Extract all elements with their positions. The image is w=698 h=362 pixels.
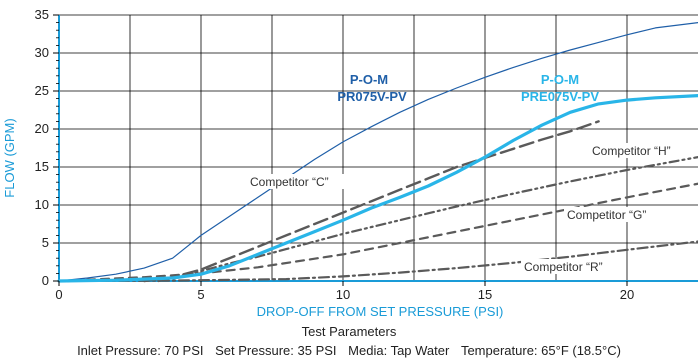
y-tick-label: 0 — [42, 273, 49, 288]
y-tick-label: 10 — [35, 197, 49, 212]
test-parameters-row: Inlet Pressure: 70 PSI Set Pressure: 35 … — [0, 343, 698, 358]
pr-brand-label: P-O-M — [350, 72, 388, 87]
pr-model-label: PR075V-PV — [337, 89, 407, 104]
series-competitor-h-line — [157, 156, 698, 283]
comp-h-label: Competitor “H” — [592, 144, 671, 158]
x-tick-label: 5 — [197, 287, 204, 302]
pre-brand-label: P-O-M — [541, 72, 579, 87]
y-tick-label: 35 — [35, 7, 49, 22]
comp-g-label-bg — [564, 207, 662, 222]
series-competitor-g-line — [57, 182, 698, 283]
y-tick-label: 25 — [35, 83, 49, 98]
comp-r-label-bg — [521, 259, 619, 274]
y-tick-label: 30 — [35, 45, 49, 60]
x-tick-label: 0 — [55, 287, 62, 302]
series-competitor-c-line — [143, 120, 600, 283]
comp-c-label-bg — [248, 174, 348, 189]
series-pre075v-line — [57, 94, 698, 283]
y-tick-label: 5 — [42, 235, 49, 250]
set-pressure: Set Pressure: 35 PSI — [215, 343, 337, 358]
media: Media: Tap Water — [348, 343, 450, 358]
test-parameters-title: Test Parameters — [301, 324, 397, 339]
comp-h-label-bg — [588, 143, 686, 158]
grid — [58, 14, 698, 282]
series-pr075v-line — [58, 22, 698, 282]
comp-c-label: Competitor “C” — [250, 175, 329, 189]
x-tick-label: 15 — [478, 287, 492, 302]
series-competitor-r-line — [57, 240, 698, 283]
axis-ticks: 0 5 10 15 20 25 30 35 0 5 10 15 20 — [35, 7, 635, 302]
pre-model-label: PRE075V-PV — [521, 89, 599, 104]
y-axis-label: FLOW (GPM) — [2, 118, 17, 197]
inlet-pressure: Inlet Pressure: 70 PSI — [77, 343, 204, 358]
x-axis-label: DROP-OFF FROM SET PRESSURE (PSI) — [257, 304, 504, 319]
comp-r-label: Competitor “R” — [524, 260, 603, 274]
y-tick-label: 20 — [35, 121, 49, 136]
x-tick-label: 10 — [336, 287, 350, 302]
x-tick-label: 20 — [620, 287, 634, 302]
temperature: Temperature: 65°F (18.5°C) — [460, 343, 621, 358]
y-tick-label: 15 — [35, 159, 49, 174]
comp-g-label: Competitor “G” — [567, 208, 646, 222]
series-lines — [57, 22, 698, 283]
